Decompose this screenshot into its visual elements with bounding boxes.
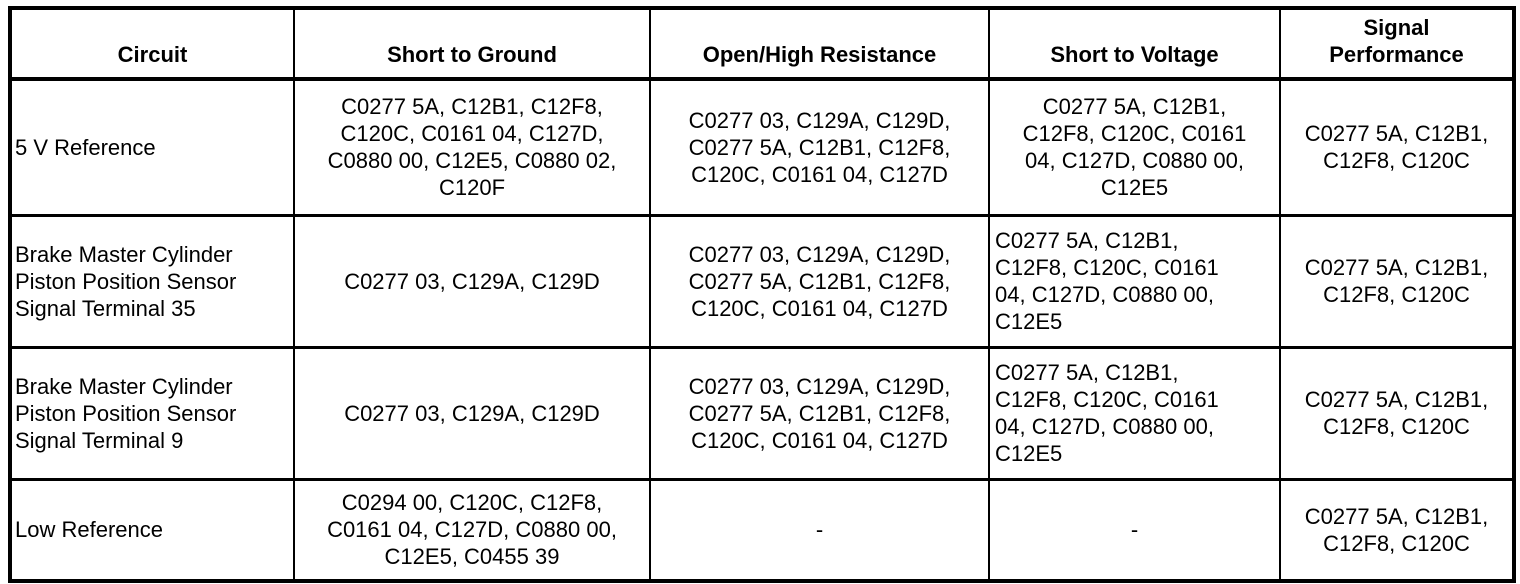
- cell-circuit: Brake Master Cylinder Piston Position Se…: [9, 345, 295, 480]
- cell-short-to-voltage: C0277 5A, C12B1, C12F8, C120C, C0161 04,…: [988, 77, 1281, 216]
- cell-open-high-resistance: C0277 03, C129A, C129D, C0277 5A, C12B1,…: [649, 345, 990, 480]
- column-header-short-to-ground: Short to Ground: [293, 7, 651, 81]
- column-header-circuit: Circuit: [9, 7, 295, 81]
- table-header: Circuit Short to Ground Open/High Resist…: [9, 7, 1515, 81]
- cell-short-to-ground: C0277 03, C129A, C129D: [293, 345, 651, 480]
- cell-circuit: Brake Master Cylinder Piston Position Se…: [9, 213, 295, 348]
- table-row-5v-reference: 5 V Reference C0277 5A, C12B1, C12F8, C1…: [9, 77, 1515, 216]
- cell-signal-performance: C0277 5A, C12B1, C12F8, C120C: [1279, 213, 1515, 348]
- cell-circuit: 5 V Reference: [9, 77, 295, 216]
- column-header-short-to-voltage: Short to Voltage: [988, 7, 1281, 81]
- column-header-open-high-resistance: Open/High Resistance: [649, 7, 990, 81]
- table-body: 5 V Reference C0277 5A, C12B1, C12F8, C1…: [9, 77, 1515, 582]
- cell-short-to-ground: C0277 03, C129A, C129D: [293, 213, 651, 348]
- cell-circuit: Low Reference: [9, 477, 295, 582]
- cell-signal-performance: C0277 5A, C12B1, C12F8, C120C: [1279, 477, 1515, 582]
- cell-open-high-resistance: C0277 03, C129A, C129D, C0277 5A, C12B1,…: [649, 77, 990, 216]
- cell-short-to-voltage: C0277 5A, C12B1, C12F8, C120C, C0161 04,…: [988, 345, 1281, 480]
- column-header-signal-performance: Signal Performance: [1279, 7, 1515, 81]
- cell-open-high-resistance: C0277 03, C129A, C129D, C0277 5A, C12B1,…: [649, 213, 990, 348]
- cell-signal-performance: C0277 5A, C12B1, C12F8, C120C: [1279, 77, 1515, 216]
- cell-open-high-resistance: -: [649, 477, 990, 582]
- table-row-sensor-terminal-9: Brake Master Cylinder Piston Position Se…: [9, 345, 1515, 480]
- table-row-sensor-terminal-35: Brake Master Cylinder Piston Position Se…: [9, 213, 1515, 348]
- table-row-low-reference: Low Reference C0294 00, C120C, C12F8, C0…: [9, 477, 1515, 582]
- cell-short-to-voltage: C0277 5A, C12B1, C12F8, C120C, C0161 04,…: [988, 213, 1281, 348]
- cell-short-to-voltage: -: [988, 477, 1281, 582]
- header-row: Circuit Short to Ground Open/High Resist…: [9, 7, 1515, 81]
- circuit-dtc-table: Circuit Short to Ground Open/High Resist…: [8, 6, 1516, 583]
- cell-short-to-ground: C0294 00, C120C, C12F8, C0161 04, C127D,…: [293, 477, 651, 582]
- cell-short-to-ground: C0277 5A, C12B1, C12F8, C120C, C0161 04,…: [293, 77, 651, 216]
- cell-signal-performance: C0277 5A, C12B1, C12F8, C120C: [1279, 345, 1515, 480]
